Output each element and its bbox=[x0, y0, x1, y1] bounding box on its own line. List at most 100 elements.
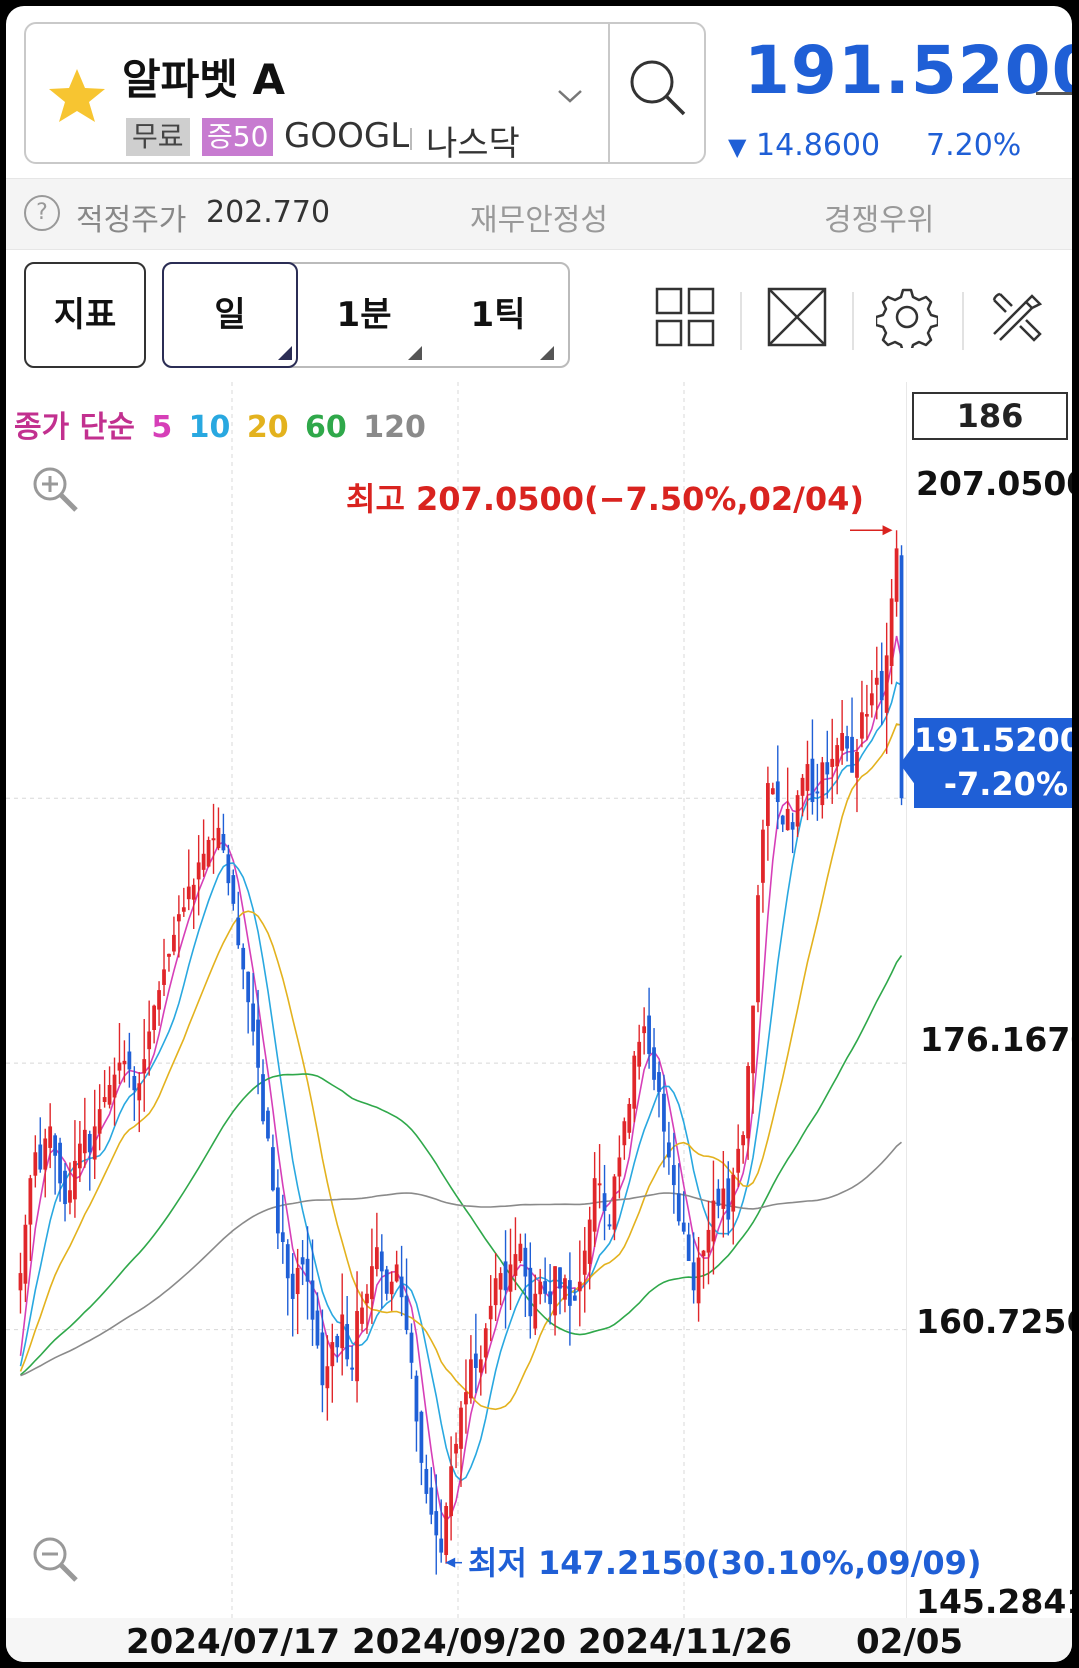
ma-10-label: 10 bbox=[188, 410, 231, 445]
candle-body bbox=[28, 1178, 33, 1225]
stock-name[interactable]: 알파벳 A bbox=[122, 55, 286, 104]
candle-body bbox=[785, 808, 790, 831]
competitive-advantage-tab[interactable]: 경쟁우위 bbox=[824, 203, 935, 238]
current-price-tag: 191.5200 -7.20% bbox=[914, 718, 1072, 808]
candle-body bbox=[741, 1135, 746, 1146]
candle-body bbox=[513, 1254, 518, 1276]
grid-layout-icon[interactable] bbox=[654, 286, 716, 348]
candle-body bbox=[548, 1291, 552, 1305]
candle-body bbox=[756, 895, 760, 1003]
candle-body bbox=[389, 1281, 394, 1295]
candle-body bbox=[360, 1307, 364, 1324]
candle-body bbox=[607, 1224, 612, 1227]
candle-body bbox=[315, 1310, 320, 1346]
candle-body bbox=[162, 969, 166, 985]
star-icon[interactable] bbox=[46, 66, 108, 126]
high-annotation: 최고 207.0500(−7.50%,02/04) bbox=[346, 480, 865, 518]
period-1min-tab[interactable]: 1분 bbox=[298, 264, 430, 366]
ma-120-label: 120 bbox=[363, 410, 426, 445]
ma-20-label: 20 bbox=[246, 410, 289, 445]
fullscreen-icon[interactable] bbox=[766, 286, 828, 348]
candle-body bbox=[691, 1262, 696, 1291]
candle-body bbox=[874, 677, 879, 685]
candle-body bbox=[602, 1193, 607, 1211]
candle-body bbox=[43, 1138, 48, 1170]
candle-body bbox=[686, 1234, 691, 1261]
candle-body bbox=[409, 1332, 414, 1363]
candle-body bbox=[102, 1097, 107, 1103]
candle-body bbox=[97, 1109, 102, 1134]
candle-body bbox=[815, 791, 820, 794]
candle-body bbox=[528, 1267, 533, 1317]
candle-body bbox=[58, 1142, 62, 1184]
candle-body bbox=[275, 1187, 280, 1234]
candle-body bbox=[271, 1147, 275, 1191]
candle-body bbox=[617, 1157, 622, 1177]
candle-body bbox=[157, 990, 161, 1010]
candle-body bbox=[780, 815, 785, 825]
indicator-button[interactable]: 지표 bbox=[24, 262, 146, 368]
zoom-out-icon[interactable] bbox=[28, 1532, 84, 1588]
candle-body bbox=[533, 1293, 538, 1329]
divider bbox=[852, 292, 854, 350]
candle-body bbox=[370, 1266, 374, 1300]
candle-body bbox=[889, 598, 894, 667]
corner-triangle-icon bbox=[540, 346, 554, 360]
period-label: 일 bbox=[214, 295, 246, 335]
price-dash bbox=[1036, 92, 1072, 95]
candle-body bbox=[572, 1295, 577, 1301]
candle-body bbox=[508, 1264, 513, 1292]
settings-icon[interactable] bbox=[876, 286, 938, 348]
price-chart[interactable] bbox=[6, 6, 1072, 1662]
candle-body bbox=[899, 555, 904, 799]
candle-body bbox=[325, 1366, 330, 1389]
fair-price-label[interactable]: 적정주가 bbox=[76, 203, 187, 238]
candle-body bbox=[597, 1183, 602, 1186]
candle-body bbox=[503, 1261, 508, 1291]
candle-body bbox=[820, 762, 825, 806]
tools-icon[interactable] bbox=[986, 286, 1048, 348]
candle-body bbox=[835, 745, 840, 767]
chevron-down-icon[interactable] bbox=[556, 86, 584, 106]
x-tick-label: 02/05 bbox=[856, 1622, 964, 1662]
info-bar: ? 적정주가 202.770 재무안정성 경쟁우위 bbox=[6, 178, 1072, 250]
candle-body bbox=[731, 1174, 736, 1212]
candle-body bbox=[657, 1072, 661, 1092]
y-tick-label: 145.2841 bbox=[916, 1582, 1072, 1621]
help-icon[interactable]: ? bbox=[24, 195, 60, 231]
price-change: ▼ 14.8600 bbox=[728, 128, 880, 163]
zoom-in-icon[interactable] bbox=[28, 462, 84, 518]
candle-body bbox=[696, 1257, 701, 1304]
financial-stability-tab[interactable]: 재무안정성 bbox=[470, 203, 608, 238]
candle-body bbox=[38, 1144, 43, 1170]
candle-body bbox=[751, 1005, 755, 1074]
candle-body bbox=[63, 1170, 67, 1205]
candle-body bbox=[231, 875, 236, 904]
axis-divider bbox=[906, 382, 907, 1622]
fair-price-value: 202.770 bbox=[206, 195, 331, 230]
candle-body bbox=[632, 1055, 637, 1109]
candle-body bbox=[196, 862, 201, 880]
candle-body bbox=[864, 714, 869, 717]
candle-body bbox=[87, 1133, 92, 1153]
search-button[interactable] bbox=[608, 24, 706, 162]
candle-body bbox=[523, 1247, 528, 1277]
candle-body bbox=[701, 1250, 706, 1257]
candle-body bbox=[305, 1258, 310, 1282]
candle-body bbox=[176, 914, 181, 922]
candle-body bbox=[869, 693, 874, 706]
ma-legend[interactable]: 종가 단순 5 10 20 60 120 bbox=[14, 402, 432, 446]
candle-body bbox=[122, 1060, 127, 1065]
candle-body bbox=[132, 1075, 137, 1091]
candle-body bbox=[33, 1152, 38, 1176]
period-day-tab[interactable]: 일 bbox=[162, 262, 298, 368]
candle-body bbox=[840, 733, 845, 751]
stock-selector[interactable]: 알파벳 A 무료 증50 GOOGL 나스닥 bbox=[24, 22, 706, 164]
candle-body bbox=[790, 822, 795, 830]
candle-body bbox=[350, 1367, 354, 1370]
period-1tick-tab[interactable]: 1틱 bbox=[432, 264, 564, 366]
candle-body bbox=[592, 1178, 597, 1232]
volume-box[interactable]: 186 bbox=[912, 392, 1068, 440]
candle-body bbox=[563, 1278, 567, 1300]
candle-body bbox=[449, 1466, 453, 1517]
